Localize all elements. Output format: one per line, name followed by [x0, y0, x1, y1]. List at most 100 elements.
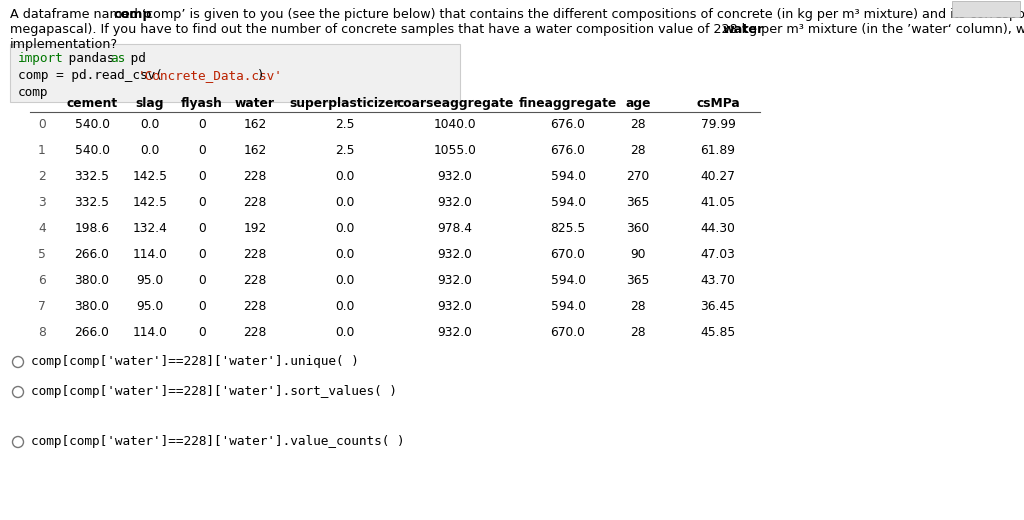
Circle shape	[12, 436, 24, 448]
Text: 670.0: 670.0	[551, 248, 586, 261]
Text: 266.0: 266.0	[75, 326, 110, 339]
Text: 5: 5	[38, 248, 46, 261]
Text: 1040.0: 1040.0	[434, 118, 476, 131]
Text: 0.0: 0.0	[140, 144, 160, 157]
Text: 228: 228	[244, 248, 266, 261]
Text: 932.0: 932.0	[437, 274, 472, 287]
Text: 7: 7	[38, 300, 46, 313]
Text: 332.5: 332.5	[75, 196, 110, 209]
FancyBboxPatch shape	[952, 1, 1020, 17]
Text: 36.45: 36.45	[700, 300, 735, 313]
Text: implementation?: implementation?	[10, 38, 118, 51]
Text: comp = pd.read_csv(: comp = pd.read_csv(	[18, 69, 163, 82]
Text: 332.5: 332.5	[75, 170, 110, 183]
Text: comp[comp['water']==228]['water'].unique( ): comp[comp['water']==228]['water'].unique…	[31, 356, 358, 369]
Text: 192: 192	[244, 222, 266, 235]
FancyBboxPatch shape	[10, 44, 460, 102]
Text: 676.0: 676.0	[551, 118, 586, 131]
Text: 0.0: 0.0	[335, 196, 354, 209]
Text: 3: 3	[38, 196, 46, 209]
Text: 0: 0	[198, 326, 206, 339]
Text: 1055.0: 1055.0	[433, 144, 476, 157]
Text: 270: 270	[627, 170, 649, 183]
Text: 41.05: 41.05	[700, 196, 735, 209]
Text: 540.0: 540.0	[75, 144, 110, 157]
Text: 0: 0	[198, 144, 206, 157]
Circle shape	[12, 386, 24, 397]
Text: age: age	[626, 97, 650, 110]
Text: fineaggregate: fineaggregate	[519, 97, 617, 110]
Text: 0: 0	[198, 196, 206, 209]
Text: 0: 0	[198, 118, 206, 131]
Text: 0.0: 0.0	[335, 274, 354, 287]
Text: water: water	[723, 23, 764, 36]
Text: 2.5: 2.5	[335, 118, 354, 131]
Text: 142.5: 142.5	[132, 170, 168, 183]
Text: 594.0: 594.0	[551, 170, 586, 183]
Text: 228: 228	[244, 300, 266, 313]
Text: 'Concrete_Data.csv': 'Concrete_Data.csv'	[138, 69, 283, 82]
Text: slag: slag	[136, 97, 164, 110]
Text: 162: 162	[244, 144, 266, 157]
Text: import: import	[18, 52, 63, 65]
Text: cement: cement	[67, 97, 118, 110]
Text: 0: 0	[38, 118, 46, 131]
Text: 228: 228	[244, 326, 266, 339]
Text: 142.5: 142.5	[132, 196, 168, 209]
Text: 0.0: 0.0	[335, 222, 354, 235]
Text: pd: pd	[123, 52, 145, 65]
Text: megapascal). If you have to find out the number of concrete samples that have a : megapascal). If you have to find out the…	[10, 23, 1024, 36]
Text: 61.89: 61.89	[700, 144, 735, 157]
Text: 0.0: 0.0	[335, 248, 354, 261]
Text: 90: 90	[630, 248, 646, 261]
Text: 45.85: 45.85	[700, 326, 735, 339]
Text: 0: 0	[198, 300, 206, 313]
Text: 978.4: 978.4	[437, 222, 472, 235]
Text: 0: 0	[198, 274, 206, 287]
Text: 932.0: 932.0	[437, 300, 472, 313]
Text: 47.03: 47.03	[700, 248, 735, 261]
Text: 594.0: 594.0	[551, 196, 586, 209]
Text: 28: 28	[630, 144, 646, 157]
Text: 6: 6	[38, 274, 46, 287]
Text: 8: 8	[38, 326, 46, 339]
Text: 28: 28	[630, 326, 646, 339]
Text: 594.0: 594.0	[551, 300, 586, 313]
Text: 360: 360	[627, 222, 649, 235]
Text: 28: 28	[630, 300, 646, 313]
Text: 198.6: 198.6	[75, 222, 110, 235]
Text: coarseaggregate: coarseaggregate	[396, 97, 514, 110]
Text: 162: 162	[244, 118, 266, 131]
Text: A dataframe named ‘comp’ is given to you (see the picture below) that contains t: A dataframe named ‘comp’ is given to you…	[10, 8, 1024, 21]
Text: 2.5: 2.5	[335, 144, 354, 157]
Text: 0.0: 0.0	[335, 170, 354, 183]
Text: 380.0: 380.0	[75, 300, 110, 313]
Text: 228: 228	[244, 274, 266, 287]
Text: 594.0: 594.0	[551, 274, 586, 287]
Text: 114.0: 114.0	[132, 248, 168, 261]
Text: 95.0: 95.0	[136, 300, 164, 313]
Text: 0: 0	[198, 170, 206, 183]
Text: 825.5: 825.5	[550, 222, 586, 235]
Text: 380.0: 380.0	[75, 274, 110, 287]
Text: water: water	[234, 97, 275, 110]
Text: 365: 365	[627, 274, 649, 287]
Text: 40.27: 40.27	[700, 170, 735, 183]
Text: pandas: pandas	[61, 52, 122, 65]
Text: flyash: flyash	[181, 97, 223, 110]
Text: 95.0: 95.0	[136, 274, 164, 287]
Text: ): )	[257, 69, 264, 82]
Text: 365: 365	[627, 196, 649, 209]
Text: superplasticizer: superplasticizer	[290, 97, 400, 110]
Text: 932.0: 932.0	[437, 196, 472, 209]
Text: 0.0: 0.0	[335, 326, 354, 339]
Text: 79.99: 79.99	[700, 118, 735, 131]
Text: 676.0: 676.0	[551, 144, 586, 157]
Text: 228: 228	[244, 196, 266, 209]
Text: comp[comp['water']==228]['water'].value_counts( ): comp[comp['water']==228]['water'].value_…	[31, 436, 404, 448]
Text: 932.0: 932.0	[437, 248, 472, 261]
Text: 28: 28	[630, 118, 646, 131]
Text: 0: 0	[198, 248, 206, 261]
Text: 4: 4	[38, 222, 46, 235]
Text: 0.0: 0.0	[140, 118, 160, 131]
